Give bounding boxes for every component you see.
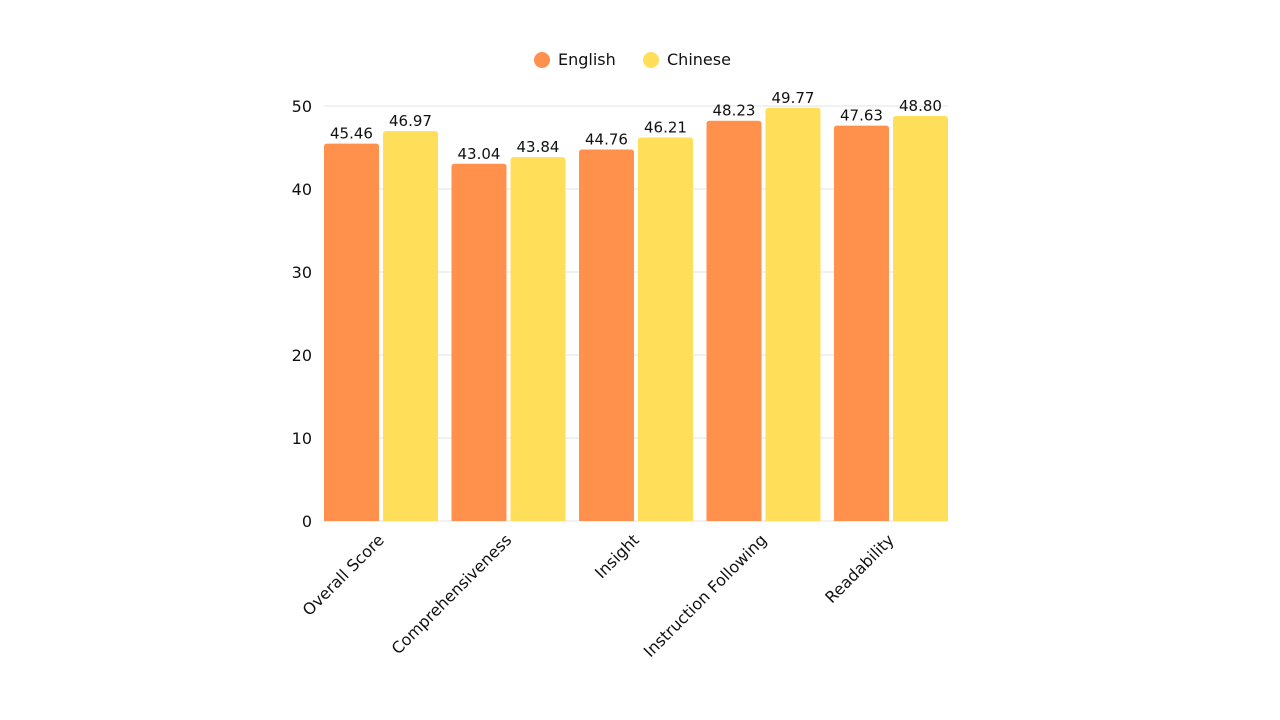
bar-chinese-4 [893,115,948,522]
data-label: 43.84 [517,138,560,156]
legend-swatch-chinese [643,52,659,68]
x-axis: Overall Score Comprehensiveness InsightIns… [299,530,898,661]
data-label: 46.21 [644,118,687,136]
bar-english-3 [706,120,762,521]
bar-chinese-2 [638,137,693,521]
bar-english-4 [834,125,889,522]
bars [324,107,948,522]
x-tick-label: Overall Score [299,530,388,619]
y-tick-label: 20 [292,346,312,365]
y-tick-label: 50 [292,97,312,116]
bar-chinese-1 [510,157,566,522]
data-label: 45.46 [330,125,373,143]
data-label: 44.76 [585,130,628,148]
data-label: 48.80 [899,97,942,115]
y-tick-label: 0 [302,512,312,531]
data-label: 49.77 [772,89,815,107]
legend-label-english: English [558,50,616,69]
x-tick-label: Insight [591,530,643,582]
legend-swatch-english [534,52,550,68]
data-labels: 45.46 46.97 43.04 43.84 44.76 46.21 48.23 49.77… [330,89,942,163]
legend: English Chinese [534,50,731,69]
y-tick-label: 10 [292,429,312,448]
bar-english-0 [324,143,379,521]
x-tick-label: Comprehensiveness [388,530,516,658]
data-label: 43.04 [458,145,501,163]
bar-english-2 [579,149,634,521]
x-tick-label: Instruction Following [640,530,771,661]
data-label: 46.97 [389,112,432,130]
bar-chinese-3 [765,107,821,521]
data-label: 48.23 [713,102,756,120]
legend-label-chinese: Chinese [667,50,731,69]
y-tick-label: 40 [292,180,312,199]
bar-english-1 [451,163,507,521]
bar-chinese-0 [383,131,438,522]
y-tick-label: 30 [292,263,312,282]
x-tick-label: Readability [821,530,898,607]
data-label: 47.63 [840,107,883,125]
y-axis: 0 10 20 30 40 50 [292,97,312,531]
